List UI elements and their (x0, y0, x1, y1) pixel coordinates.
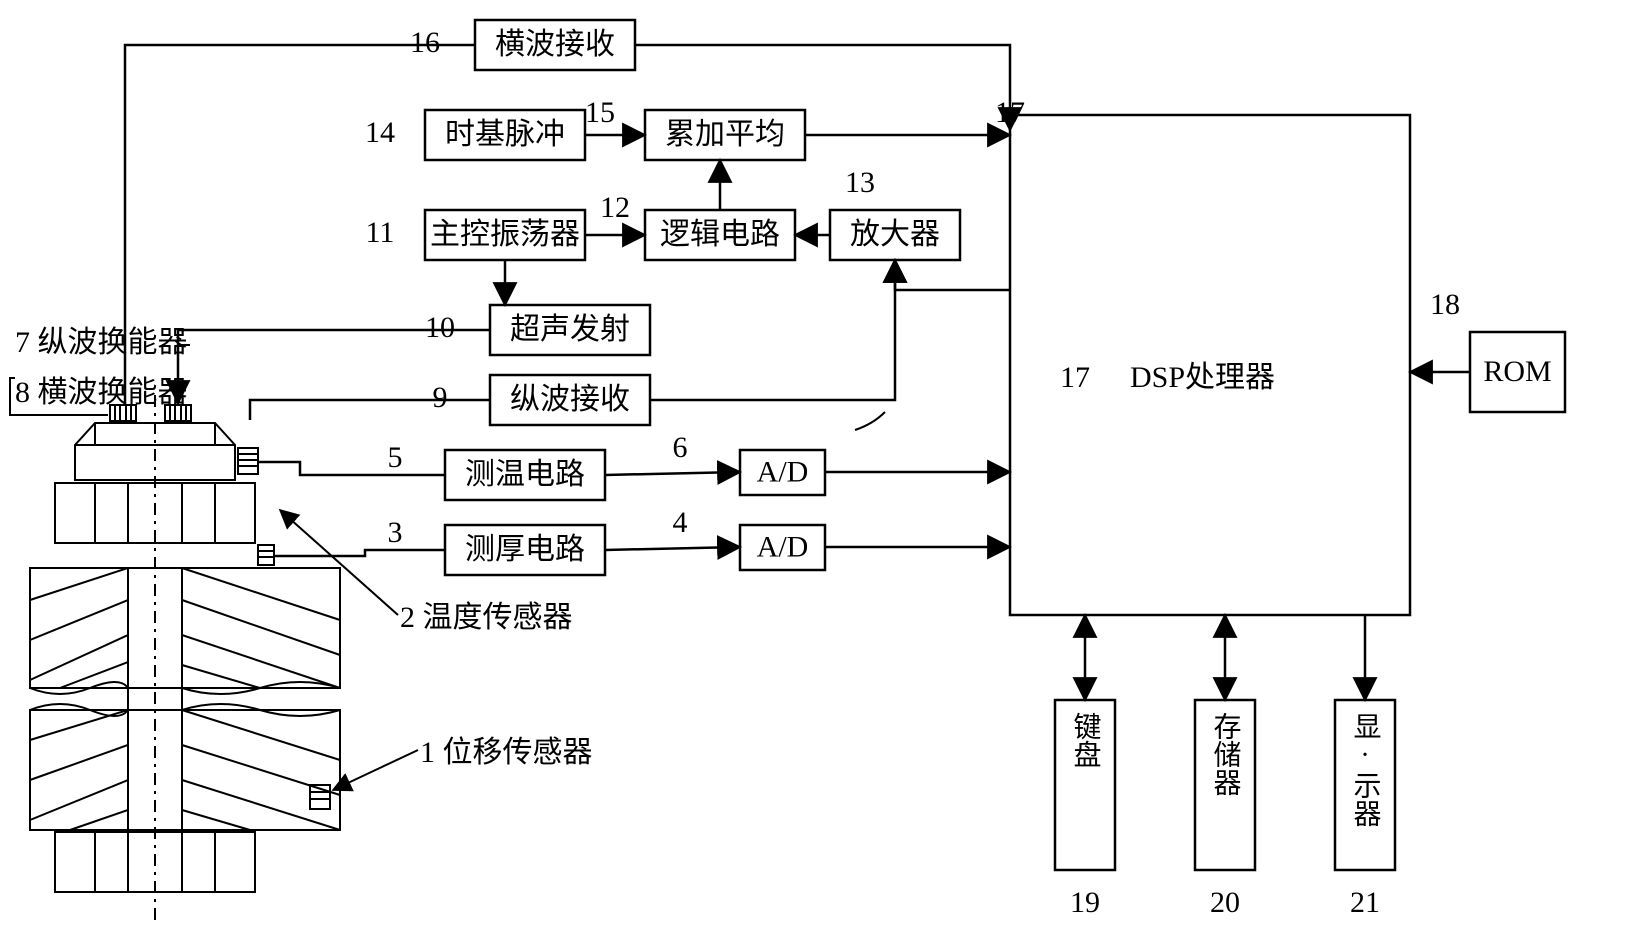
block-label-b6: A/D (757, 455, 809, 488)
block-label-b15: 累加平均 (665, 118, 785, 151)
annot-a2: 2 温度传感器 (400, 601, 573, 634)
block-label-b9: 纵波接收 (510, 383, 630, 416)
bolt-assembly (30, 395, 340, 920)
block-num-b21: 21 (1350, 886, 1380, 919)
block-vlabel-b21: 显·示器 (1350, 712, 1382, 827)
block-label-b4: A/D (757, 530, 809, 563)
block-num-b9: 9 (433, 381, 448, 414)
block-label-b18: ROM (1483, 355, 1551, 388)
block-label-b16: 横波接收 (495, 28, 615, 61)
block-num-b6: 6 (673, 431, 688, 464)
block-label-b3: 测厚电路 (465, 533, 585, 566)
block-vlabel-b19: 键盘 (1070, 712, 1102, 768)
block-num-b4: 4 (673, 506, 688, 539)
block-label-b12: 逻辑电路 (660, 218, 780, 251)
block-num-b15: 15 (585, 96, 615, 129)
block-num-b17-pos: 17 (1060, 361, 1090, 394)
block-vlabel-b20: 存储器 (1210, 712, 1242, 796)
annot-a7: 7 纵波换能器 (15, 326, 188, 359)
block-num-b14: 14 (365, 116, 395, 149)
block-num-b16: 16 (410, 26, 440, 59)
block-num-b11: 11 (366, 216, 395, 249)
block-num-b3: 3 (388, 516, 403, 549)
block-num-b13: 13 (845, 166, 875, 199)
block-label-b11: 主控振荡器 (430, 218, 580, 251)
block-num-b10: 10 (425, 311, 455, 344)
block-num-b12: 12 (600, 191, 630, 224)
block-label-b17: DSP处理器 (1130, 361, 1275, 394)
block-label-b13: 放大器 (850, 218, 940, 251)
block-num-b5: 5 (388, 441, 403, 474)
annot-a1: 1 位移传感器 (420, 736, 593, 769)
annot-a8: 8 横波换能器 (15, 376, 188, 409)
block-num-b20: 20 (1210, 886, 1240, 919)
block-label-b5: 测温电路 (465, 458, 585, 491)
block-label-b10: 超声发射 (510, 313, 630, 346)
block-label-b14: 时基脉冲 (445, 118, 565, 151)
blocks: 横波接收 16 时基脉冲 14 累加平均 15 主控振荡器 11 逻辑电路 12 放大器 13 超声发射… (365, 20, 1565, 919)
block-num-b19: 19 (1070, 886, 1100, 919)
block-num-b18: 18 (1430, 288, 1460, 321)
